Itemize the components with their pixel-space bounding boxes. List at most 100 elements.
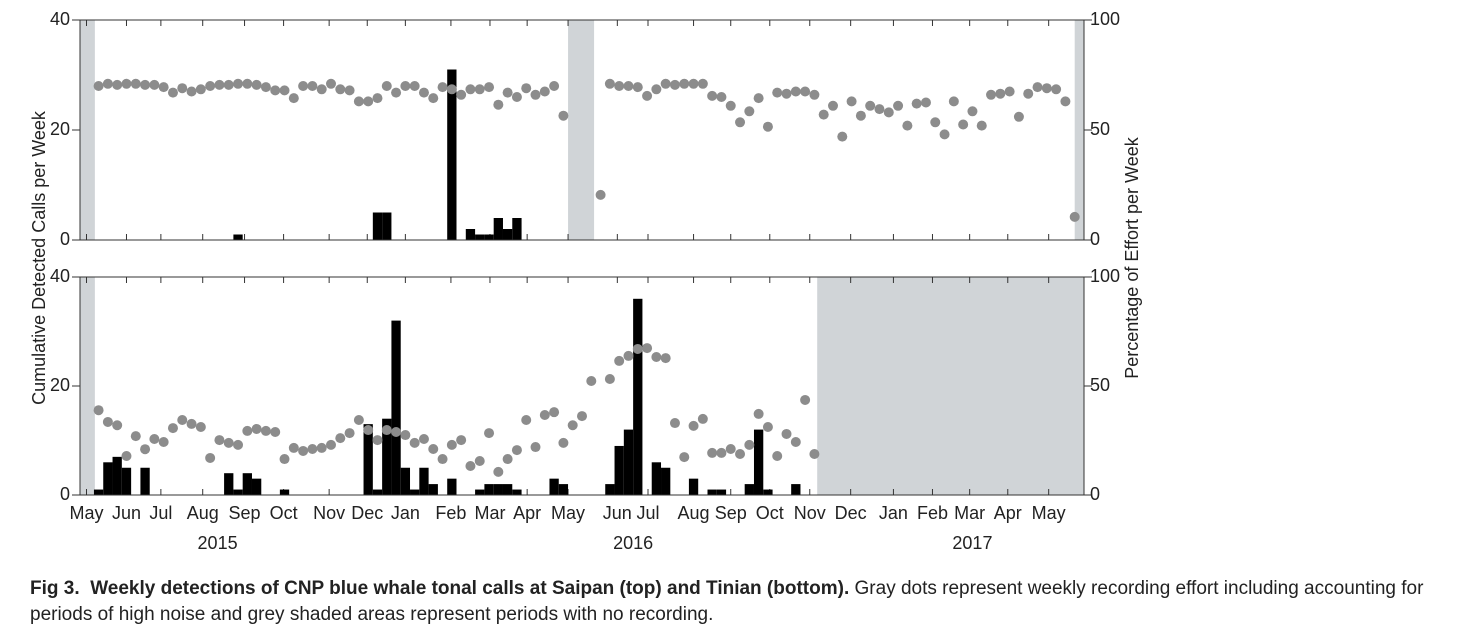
y-tick-label: 40 [50, 9, 70, 29]
y-tick-label: 0 [60, 229, 70, 249]
effort-dot [735, 449, 746, 460]
bar [391, 320, 401, 495]
bar [661, 467, 671, 495]
effort-dot [1069, 211, 1080, 222]
effort-dot [614, 81, 625, 91]
effort-dot [223, 437, 234, 448]
y-tick-label: 0 [60, 484, 70, 504]
no-recording-area [80, 277, 95, 495]
effort-dot [140, 79, 151, 90]
bar [447, 478, 457, 495]
year-label: 2015 [198, 533, 238, 553]
effort-dot [1041, 83, 1052, 94]
effort-dot [260, 425, 271, 436]
effort-dot [493, 99, 504, 110]
effort-dot [1051, 84, 1062, 95]
effort-dot [735, 117, 746, 128]
y-tick-label: 20 [50, 375, 70, 395]
effort-dot [855, 110, 866, 121]
bar [428, 484, 438, 495]
effort-dot [511, 445, 522, 456]
y-axis-label: Cumulative Detected Calls per Week [29, 110, 49, 405]
effort-dot [251, 79, 262, 90]
effort-dot [437, 454, 448, 465]
effort-dot [233, 439, 244, 450]
effort-dot [298, 81, 309, 91]
bar [558, 484, 569, 495]
bar [382, 418, 392, 495]
bar [549, 478, 559, 495]
effort-dot [669, 418, 680, 429]
no-recording-area [1074, 20, 1084, 240]
effort-dot [298, 445, 309, 456]
effort-dot [363, 96, 374, 107]
effort-dot [651, 352, 662, 363]
effort-dot [809, 449, 820, 460]
effort-dot [391, 87, 402, 98]
effort-dot [195, 421, 206, 432]
effort-dot [790, 437, 801, 448]
effort-dot [558, 110, 569, 121]
effort-dot [307, 444, 318, 455]
effort-dot [279, 454, 290, 465]
effort-dot [828, 100, 838, 111]
bar [242, 473, 252, 495]
effort-dot [623, 81, 634, 91]
effort-dot [223, 79, 234, 90]
effort-dot [967, 106, 978, 117]
effort-dot [456, 89, 467, 100]
axis-frame [79, 19, 1085, 241]
effort-dot [939, 129, 950, 140]
effort-dot [986, 89, 997, 100]
effort-dot [102, 416, 113, 427]
effort-dot [112, 79, 123, 90]
effort-dot [595, 189, 606, 200]
effort-dot [818, 109, 829, 120]
effort-dot [214, 435, 225, 446]
effort-dot [326, 439, 336, 450]
effort-dot [381, 81, 392, 91]
effort-dot [1013, 111, 1024, 122]
bar [623, 429, 634, 495]
bar [493, 218, 503, 240]
year-label: 2017 [952, 533, 992, 553]
effort-dot [697, 78, 708, 89]
effort-dot [521, 83, 532, 94]
effort-dot [753, 408, 764, 419]
effort-dot [604, 374, 615, 385]
effort-dot [660, 353, 671, 364]
effort-dot [409, 437, 420, 448]
effort-dot [112, 420, 123, 431]
effort-dot [623, 350, 634, 361]
effort-dot [149, 433, 160, 444]
effort-dot [474, 84, 485, 95]
bar [716, 489, 727, 495]
effort-dot [772, 87, 783, 98]
effort-dot [1004, 86, 1015, 97]
effort-dot [130, 431, 141, 442]
effort-dot [353, 96, 364, 107]
figure-label: Fig 3. [30, 578, 80, 599]
y2-tick-label: 50 [1090, 119, 1110, 139]
bar [419, 467, 429, 495]
x-tick-label: Jun [112, 503, 141, 523]
effort-dot [260, 82, 271, 93]
effort-dot [344, 428, 355, 439]
effort-dot [177, 415, 188, 426]
x-tick-label: Nov [794, 503, 826, 523]
effort-dot [995, 88, 1006, 99]
x-tick-label: May [1032, 503, 1066, 523]
effort-dot [418, 87, 429, 98]
x-tick-label: Jul [149, 503, 172, 523]
bar [493, 484, 503, 495]
effort-dot [800, 394, 811, 405]
x-tick-label: Apr [994, 503, 1022, 523]
effort-dot [1060, 96, 1071, 107]
x-tick-label: Dec [351, 503, 383, 523]
x-tick-label: Feb [917, 503, 948, 523]
effort-dot [400, 81, 411, 91]
x-tick-label: Jan [879, 503, 908, 523]
bar [605, 484, 615, 495]
effort-dot [716, 92, 727, 102]
x-tick-label: Oct [756, 503, 784, 523]
